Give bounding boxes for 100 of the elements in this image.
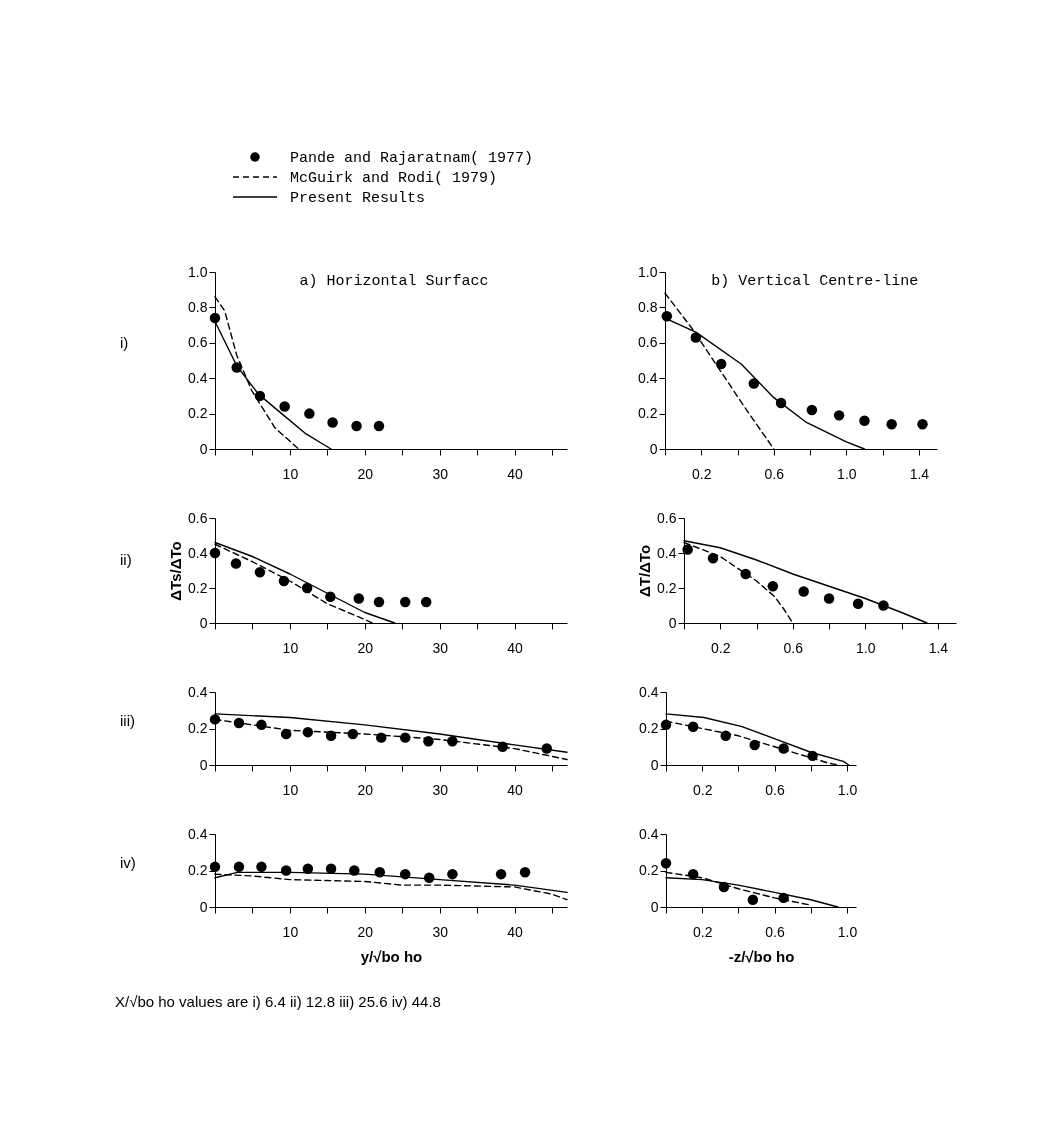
y-tick-label: 0.4	[188, 825, 208, 842]
x-tick-label: 30	[432, 781, 449, 798]
point	[423, 736, 434, 747]
point	[254, 567, 266, 578]
y-tick-label: 0.2	[188, 579, 208, 596]
y-tick-label: 0.2	[639, 720, 659, 736]
point	[687, 721, 699, 732]
y-tick-label: 0.2	[188, 405, 208, 422]
point	[806, 404, 818, 416]
y-axis-title: ΔT/ΔTo	[636, 544, 654, 598]
point	[497, 741, 508, 752]
point	[778, 892, 789, 904]
point	[399, 868, 411, 880]
point	[447, 736, 458, 747]
point	[256, 861, 267, 873]
y-tick-label: 0.4	[657, 544, 677, 561]
point	[230, 558, 242, 569]
x-tick-label: 0.6	[765, 781, 786, 798]
x-tick-label: 10	[282, 465, 299, 482]
point	[304, 408, 315, 419]
x-tick-label: 0.2	[711, 639, 731, 656]
x-tick-label: 0.2	[692, 923, 713, 940]
point	[209, 312, 221, 324]
point	[209, 714, 221, 725]
point	[420, 596, 432, 608]
y-tick-label: 0.2	[657, 579, 677, 596]
y-tick-label: 0.6	[657, 509, 677, 526]
point	[778, 743, 789, 754]
chart-title: b) Vertical Centre-line	[711, 273, 919, 290]
point	[373, 420, 385, 432]
y-tick-label: 0.6	[188, 334, 208, 351]
point	[231, 362, 242, 373]
y-tick-label: 0	[668, 614, 677, 631]
y-tick-label: 0.8	[638, 298, 658, 315]
point	[233, 717, 245, 729]
y-tick-label: 0.6	[638, 334, 658, 351]
x-tick-label: 20	[357, 639, 374, 656]
point	[687, 868, 699, 880]
y-tick-label: 0	[199, 898, 208, 915]
point	[374, 867, 386, 878]
x-tick-label: 30	[432, 639, 449, 656]
x-axis-title: y/√bo ho	[360, 947, 423, 965]
point	[301, 582, 313, 594]
y-tick-label: 0	[199, 614, 208, 631]
point	[351, 420, 362, 432]
point	[209, 547, 221, 559]
x-tick-label: 30	[432, 465, 449, 482]
y-tick-label: 0.2	[188, 720, 208, 736]
y-tick-label: 0.4	[188, 544, 208, 561]
point	[886, 418, 897, 430]
y-tick-label: 1.0	[188, 263, 208, 280]
legend-label: McGuirk and Rodi( 1979)	[290, 170, 498, 187]
point	[767, 581, 779, 592]
x-tick-label: 40	[507, 923, 524, 940]
point	[376, 732, 387, 743]
point	[495, 868, 507, 880]
point	[852, 598, 864, 609]
x-tick-label: 40	[507, 639, 524, 656]
y-tick-label: 0	[199, 756, 208, 773]
chart-title: a) Horizontal Surfacc	[299, 273, 489, 290]
point	[775, 397, 787, 409]
x-tick-label: 0.6	[764, 465, 785, 482]
point	[325, 863, 337, 874]
point	[254, 390, 266, 402]
point	[682, 544, 693, 555]
x-tick-label: 10	[282, 639, 299, 656]
point	[373, 596, 385, 608]
x-tick-label: 1.0	[856, 639, 876, 656]
point	[325, 730, 337, 742]
point	[798, 586, 809, 597]
point	[423, 872, 435, 884]
point	[302, 726, 314, 738]
point	[347, 728, 359, 740]
point	[279, 401, 290, 412]
point	[399, 596, 411, 608]
point	[399, 732, 411, 743]
legend-label: Present Results	[290, 190, 426, 207]
y-tick-label: 0.2	[639, 862, 659, 878]
x-tick-label: 0.2	[692, 781, 713, 798]
x-tick-label: 1.0	[837, 781, 858, 798]
x-tick-label: 0.6	[783, 639, 804, 656]
point	[302, 863, 314, 874]
point	[749, 739, 760, 751]
x-tick-label: 40	[507, 465, 524, 482]
text: ii)	[120, 551, 132, 568]
y-tick-label: 0.2	[188, 862, 208, 878]
x-tick-label: 10	[282, 781, 299, 798]
point	[278, 575, 290, 587]
x-tick-label: 10	[282, 923, 299, 940]
point	[325, 591, 336, 602]
point	[353, 593, 365, 604]
x-axis-title: -z/√bo ho	[728, 947, 795, 965]
point	[740, 568, 751, 580]
y-tick-label: 0.4	[639, 825, 659, 842]
point	[233, 861, 245, 873]
x-tick-label: 1.0	[837, 923, 858, 940]
y-tick-label: 0.6	[188, 509, 208, 526]
legend-label: Pande and Rajaratnam( 1977)	[290, 150, 534, 167]
point	[833, 410, 845, 421]
x-tick-label: 1.0	[837, 465, 857, 482]
